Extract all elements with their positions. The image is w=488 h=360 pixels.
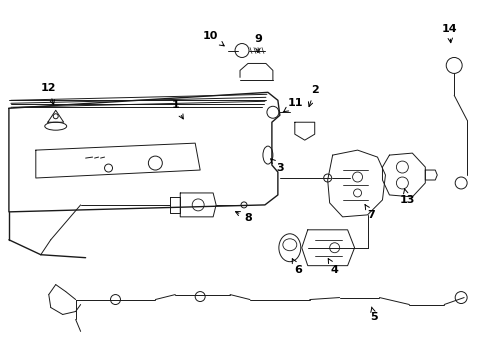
Text: 3: 3 xyxy=(270,159,283,173)
Text: 5: 5 xyxy=(370,307,378,323)
Text: 14: 14 xyxy=(441,24,456,43)
Text: 12: 12 xyxy=(41,84,57,104)
Text: 4: 4 xyxy=(327,258,338,275)
Text: 9: 9 xyxy=(253,33,262,53)
Text: 13: 13 xyxy=(399,189,414,205)
Text: 1: 1 xyxy=(171,100,183,119)
Text: 10: 10 xyxy=(202,31,224,46)
Text: 8: 8 xyxy=(235,212,251,223)
Text: 11: 11 xyxy=(283,98,303,112)
Text: 6: 6 xyxy=(292,258,301,275)
Text: 7: 7 xyxy=(364,204,375,220)
Text: 2: 2 xyxy=(308,85,318,107)
